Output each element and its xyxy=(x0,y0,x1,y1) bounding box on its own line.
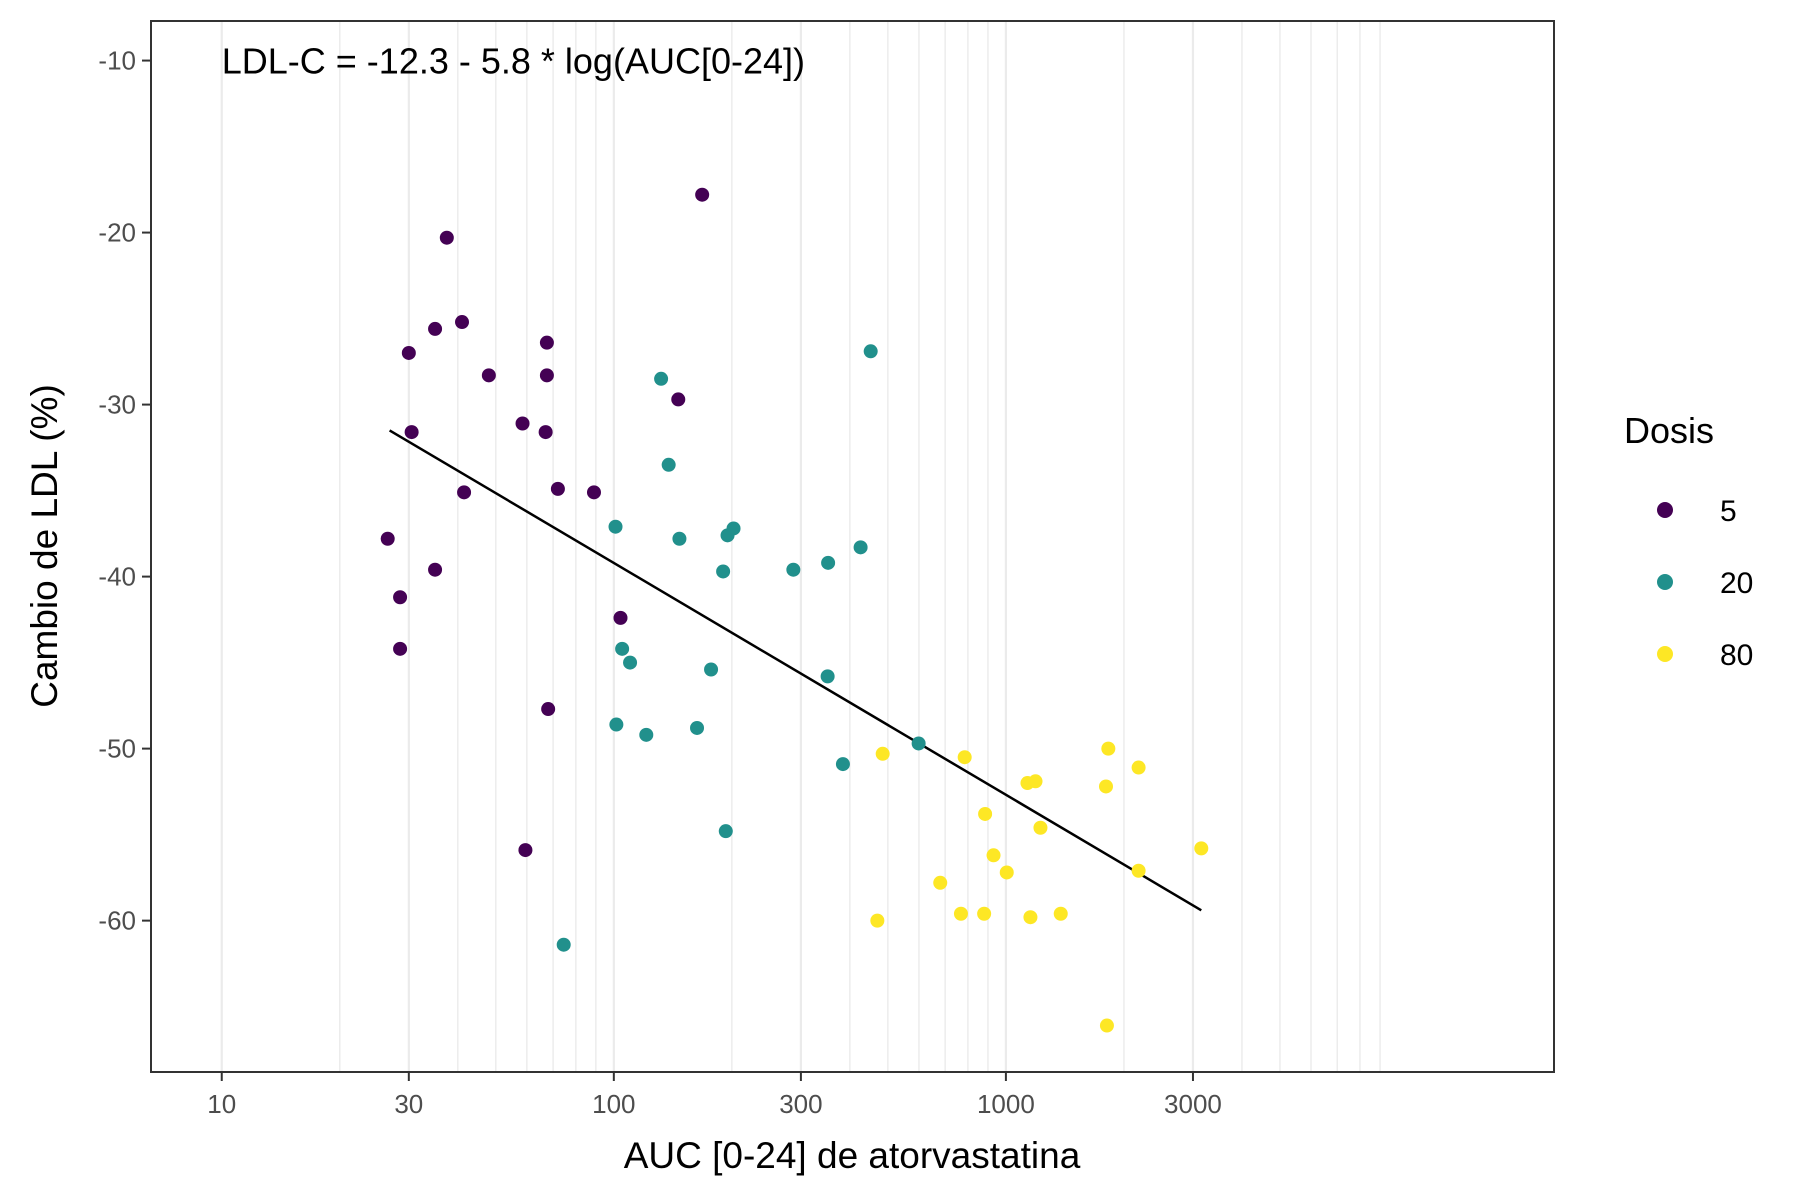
y-axis-title: Cambio de LDL (%) xyxy=(24,384,65,708)
data-point-dose-20 xyxy=(639,727,654,742)
x-tick-label: 10 xyxy=(207,1089,236,1119)
data-point-dose-20 xyxy=(820,669,835,684)
data-point-dose-80 xyxy=(1131,863,1146,878)
data-point-dose-80 xyxy=(1194,841,1209,856)
data-point-dose-20 xyxy=(609,717,624,732)
data-point-dose-5 xyxy=(380,531,395,546)
data-point-dose-80 xyxy=(953,906,968,921)
legend-label-dose-5: 5 xyxy=(1720,495,1737,528)
y-tick-label: -40 xyxy=(98,562,136,592)
data-point-dose-20 xyxy=(623,655,638,670)
legend: Dosis 5 20 80 xyxy=(1624,410,1753,672)
x-tick-label: 30 xyxy=(394,1089,423,1119)
data-point-dose-80 xyxy=(1028,774,1043,789)
data-point-dose-80 xyxy=(999,865,1014,880)
x-tick-label: 3000 xyxy=(1164,1089,1222,1119)
data-point-dose-80 xyxy=(957,750,972,765)
data-point-dose-80 xyxy=(875,746,890,761)
data-point-dose-20 xyxy=(672,531,687,546)
data-point-dose-20 xyxy=(718,824,733,839)
data-point-dose-20 xyxy=(911,736,926,751)
data-point-dose-5 xyxy=(455,315,470,330)
data-point-dose-20 xyxy=(835,757,850,772)
x-axis-ticks: 10 30 100 300 1000 3000 xyxy=(207,1072,1222,1119)
data-point-dose-20 xyxy=(716,564,731,579)
major-gridlines xyxy=(220,21,1195,1072)
legend-label-dose-20: 20 xyxy=(1720,567,1753,600)
data-point-dose-5 xyxy=(550,481,565,496)
legend-key-dose-20 xyxy=(1657,574,1673,590)
x-axis-title: AUC [0-24] de atorvastatina xyxy=(624,1135,1081,1176)
data-point-dose-20 xyxy=(690,720,705,735)
data-point-dose-80 xyxy=(1053,906,1068,921)
data-point-dose-20 xyxy=(608,519,623,534)
data-point-dose-5 xyxy=(439,230,454,245)
x-tick-label: 1000 xyxy=(977,1089,1035,1119)
data-point-dose-80 xyxy=(977,906,992,921)
x-tick-label: 300 xyxy=(779,1089,822,1119)
data-point-dose-5 xyxy=(428,562,443,577)
data-point-dose-5 xyxy=(539,335,554,350)
legend-title: Dosis xyxy=(1624,410,1714,451)
data-point-dose-20 xyxy=(654,371,669,386)
y-tick-label: -10 xyxy=(98,46,136,76)
data-point-dose-80 xyxy=(1131,760,1146,775)
data-point-dose-80 xyxy=(1101,741,1116,756)
data-point-dose-80 xyxy=(933,875,948,890)
data-point-dose-5 xyxy=(695,187,710,202)
data-point-dose-5 xyxy=(586,485,601,500)
data-point-dose-5 xyxy=(457,485,472,500)
minor-gridlines xyxy=(339,21,1381,1072)
y-tick-label: -20 xyxy=(98,218,136,248)
regression-fit-line xyxy=(388,429,1202,912)
data-point-dose-20 xyxy=(615,641,630,656)
data-point-dose-80 xyxy=(1033,820,1048,835)
data-point-dose-5 xyxy=(518,843,533,858)
legend-key-dose-80 xyxy=(1657,646,1673,662)
data-point-dose-20 xyxy=(821,555,836,570)
y-tick-label: -50 xyxy=(98,734,136,764)
data-point-dose-5 xyxy=(393,590,408,605)
data-point-dose-5 xyxy=(401,345,416,360)
data-point-dose-20 xyxy=(704,662,719,677)
data-point-dose-80 xyxy=(1099,1018,1114,1033)
regression-equation-annotation: LDL-C = -12.3 - 5.8 * log(AUC[0-24]) xyxy=(222,41,805,82)
data-point-dose-80 xyxy=(986,848,1001,863)
data-point-dose-5 xyxy=(541,702,556,717)
data-point-dose-80 xyxy=(978,806,993,821)
data-point-dose-20 xyxy=(863,344,878,359)
data-point-dose-5 xyxy=(613,610,628,625)
data-point-dose-20 xyxy=(786,562,801,577)
data-point-dose-5 xyxy=(515,416,530,431)
data-points xyxy=(380,187,1209,1033)
x-tick-label: 100 xyxy=(592,1089,635,1119)
data-point-dose-5 xyxy=(538,425,553,440)
data-point-dose-5 xyxy=(539,368,554,383)
plot-panel-border xyxy=(150,20,1555,1073)
data-point-dose-80 xyxy=(1023,910,1038,925)
data-point-dose-80 xyxy=(870,913,885,928)
data-point-dose-20 xyxy=(853,540,868,555)
y-axis-ticks: -10 -20 -30 -40 -50 -60 xyxy=(98,46,151,936)
legend-key-dose-5 xyxy=(1657,502,1673,518)
data-point-dose-5 xyxy=(481,368,496,383)
data-point-dose-20 xyxy=(661,457,676,472)
data-point-dose-5 xyxy=(404,425,419,440)
data-point-dose-20 xyxy=(556,937,571,952)
plot-panel-background xyxy=(151,21,1554,1072)
data-point-dose-5 xyxy=(428,321,443,336)
legend-label-dose-80: 80 xyxy=(1720,639,1753,672)
data-point-dose-80 xyxy=(1098,779,1113,794)
y-tick-label: -60 xyxy=(98,906,136,936)
data-point-dose-5 xyxy=(393,641,408,656)
data-point-dose-5 xyxy=(671,392,686,407)
y-tick-label: -30 xyxy=(98,390,136,420)
data-point-dose-20 xyxy=(726,521,741,536)
